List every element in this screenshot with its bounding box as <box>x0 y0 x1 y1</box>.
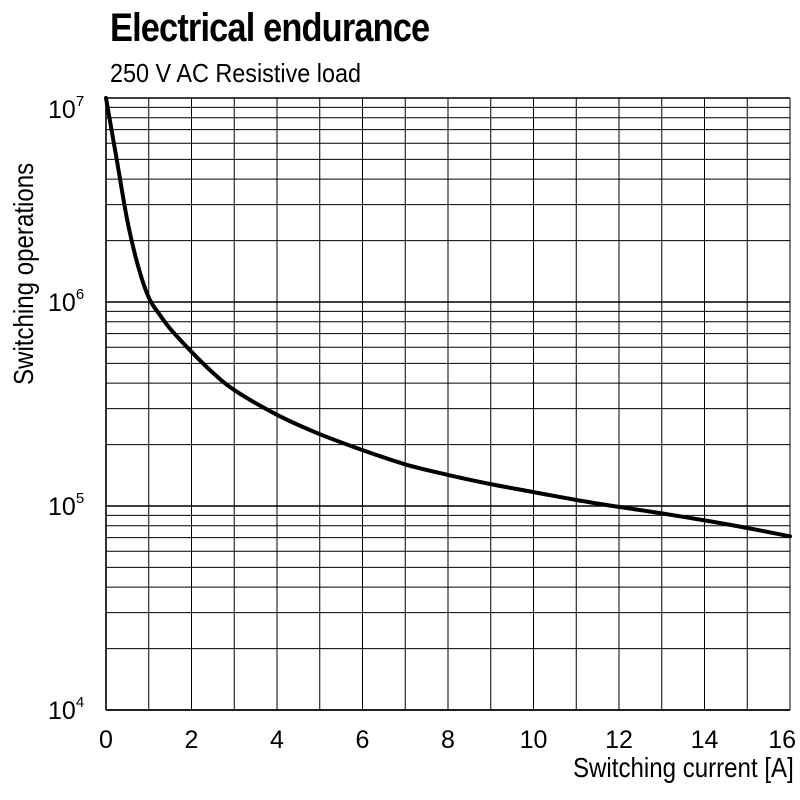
x-tick-label: 8 <box>441 726 455 754</box>
x-tick-label: 14 <box>691 726 719 754</box>
grid-minor <box>105 98 791 711</box>
x-axis-label: Switching current [A] <box>573 752 794 783</box>
x-tick-label: 0 <box>99 726 113 754</box>
chart-subtitle: 250 V AC Resistive load <box>110 58 362 88</box>
x-tick-label: 4 <box>270 726 284 754</box>
chart-title: Electrical endurance <box>110 6 430 50</box>
series-line <box>104 96 792 539</box>
y-tick-label: 107 <box>48 93 84 124</box>
axes <box>105 98 791 711</box>
y-tick-labels: 104 105 106 107 <box>48 93 84 725</box>
y-tick-label: 105 <box>48 490 84 521</box>
x-tick-label: 10 <box>520 726 548 754</box>
y-tick-label: 104 <box>48 694 84 725</box>
x-tick-label: 2 <box>185 726 199 754</box>
x-tick-label: 12 <box>605 726 633 754</box>
y-tick-label: 106 <box>48 286 84 317</box>
x-tick-labels: 0 2 4 6 8 10 12 14 16 <box>99 726 796 754</box>
series-layer <box>104 96 792 539</box>
x-tick-label: 6 <box>356 726 370 754</box>
x-tick-label: 16 <box>768 726 796 754</box>
